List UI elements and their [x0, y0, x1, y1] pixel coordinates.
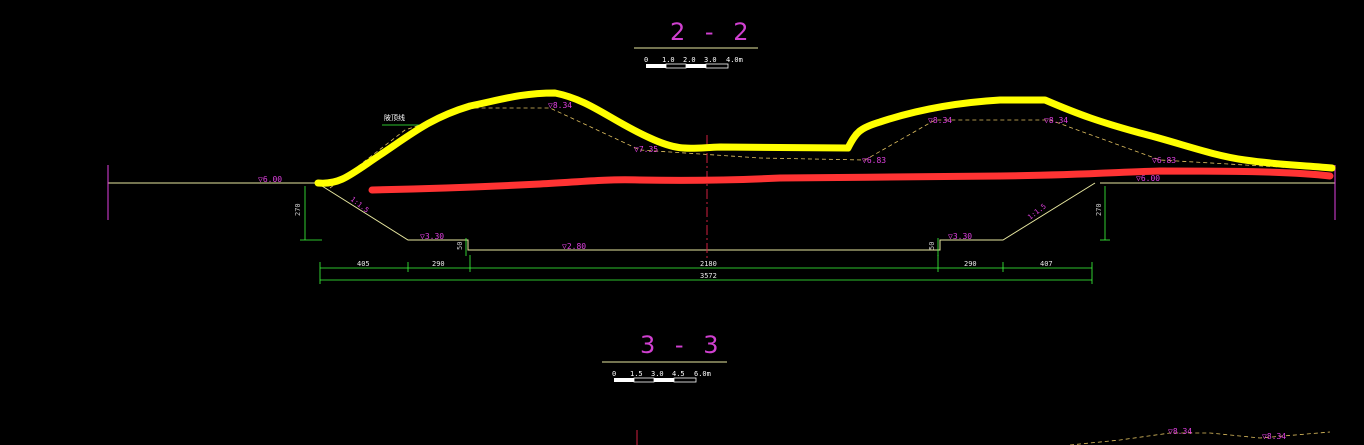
hdim-seg-4: 290: [964, 260, 977, 268]
scale3-tick-3: 4.5: [672, 370, 685, 378]
section-3-scale-bar: 0 1.5 3.0 4.5 6.0m: [612, 370, 711, 383]
vdim-left: 270: [294, 203, 302, 216]
crest-line-note: 陂顶线: [384, 113, 405, 122]
channel-section: [321, 182, 1096, 251]
scale2-tick-3: 3.0: [704, 56, 717, 64]
section-2-scale-bar: 0 1.0 2.0 3.0 4.0m: [644, 56, 743, 69]
scale3-tick-0: 0: [612, 370, 616, 378]
edge-markers: [107, 165, 1336, 220]
vdim-step-left: 50: [456, 242, 464, 250]
scale3-tick-1: 1.5: [630, 370, 643, 378]
vdim-step-right: 50: [928, 242, 936, 250]
vertical-dims: [300, 186, 1110, 256]
hdim-seg-3: 2180: [700, 260, 717, 268]
section-3-title: 3 - 3: [640, 331, 724, 359]
elev-channel-mid: ▽2.80: [562, 242, 586, 251]
vdim-right: 270: [1095, 203, 1103, 216]
elev-right-ground: ▽6.00: [1136, 174, 1160, 183]
section-3-berm-dashed: [1069, 431, 1331, 445]
elev-bottom-right: ▽3.30: [948, 232, 972, 241]
horizontal-dims: [319, 255, 1093, 284]
elev-berm-left-low: ▽7.35: [634, 145, 658, 154]
section-3-elev-2: ▽8.34: [1262, 432, 1286, 441]
scale2-tick-1: 1.0: [662, 56, 675, 64]
scale2-tick-4: 4.0m: [726, 56, 743, 64]
elev-left-ground: ▽6.00: [258, 175, 282, 184]
scale2-tick-2: 2.0: [683, 56, 696, 64]
hdim-seg-1: 405: [357, 260, 370, 268]
red-markup-line: [368, 167, 1334, 194]
elev-berm-right-low: ▽6.83: [1152, 156, 1176, 165]
scale3-tick-4: 6.0m: [694, 370, 711, 378]
elev-berm-right-top1: ▽8.34: [928, 116, 952, 125]
hdim-seg-5: 407: [1040, 260, 1053, 268]
elev-berm-mid-low: ▽6.83: [862, 156, 886, 165]
section-3-elev-1: ▽8.34: [1168, 427, 1192, 436]
scale3-tick-2: 3.0: [651, 370, 664, 378]
yellow-markup-line: [314, 89, 1336, 187]
elev-berm-right-top2: ▽8.34: [1044, 116, 1068, 125]
section-2-title: 2 - 2: [670, 18, 754, 46]
scale2-tick-0: 0: [644, 56, 648, 64]
elev-berm-left-top: ▽8.34: [548, 101, 572, 110]
hdim-total: 3572: [700, 272, 717, 280]
hdim-seg-2: 290: [432, 260, 445, 268]
elev-bottom-left: ▽3.30: [420, 232, 444, 241]
